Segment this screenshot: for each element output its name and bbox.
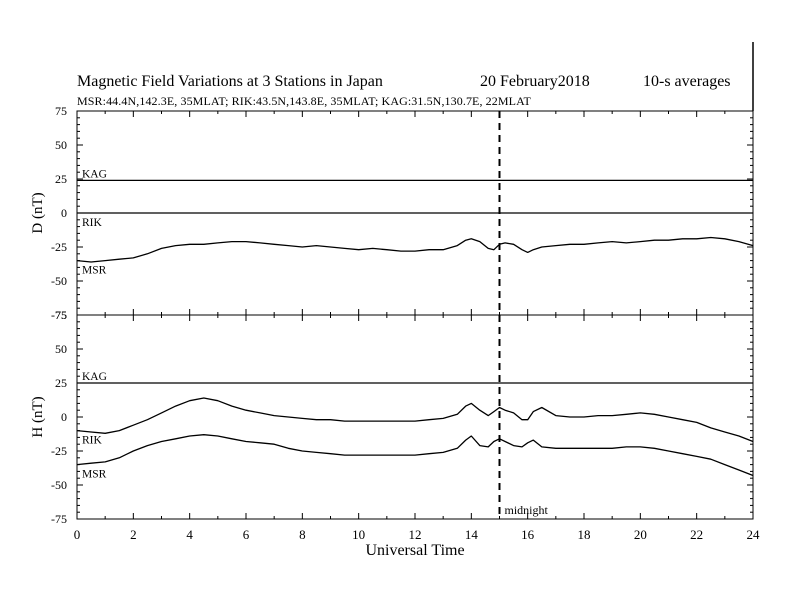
x-tick-label: 18: [578, 527, 591, 542]
y-tick-label: 0: [61, 410, 67, 424]
x-tick-label: 6: [243, 527, 250, 542]
y-tick-label: 50: [55, 138, 67, 152]
x-tick-label: 22: [690, 527, 703, 542]
x-tick-label: 0: [74, 527, 81, 542]
averaging-label: 10-s averages: [643, 73, 731, 90]
series-label-msr: MSR: [82, 469, 107, 481]
y-tick-label: -75: [51, 308, 67, 322]
y-tick-label: -50: [51, 478, 67, 492]
x-axis-label: Universal Time: [365, 542, 464, 559]
x-tick-label: 14: [465, 527, 479, 542]
y-tick-label: -50: [51, 274, 67, 288]
series-label-msr: MSR: [82, 265, 107, 277]
series-label-rik: RIK: [82, 217, 103, 229]
series-line-msr: [76, 434, 754, 477]
y-tick-label: 75: [55, 308, 67, 322]
y-axis-label: H (nT): [30, 396, 46, 437]
series-label-rik: RIK: [82, 435, 103, 447]
x-tick-label: 4: [186, 527, 193, 542]
y-tick-label: 0: [61, 206, 67, 220]
y-axis-label: D (nT): [30, 192, 46, 233]
y-tick-label: 50: [55, 342, 67, 356]
y-tick-label: -25: [51, 444, 67, 458]
chart-title: Magnetic Field Variations at 3 Stations …: [77, 73, 383, 90]
y-tick-label: 75: [55, 104, 67, 118]
x-tick-label: 20: [634, 527, 647, 542]
series-label-kag: KAG: [82, 371, 107, 383]
chart-date: 20 February2018: [480, 73, 590, 90]
x-tick-label: 16: [521, 527, 535, 542]
series-line-rik: [76, 397, 754, 443]
x-tick-label: 10: [352, 527, 365, 542]
x-tick-label: 24: [747, 527, 761, 542]
y-tick-label: -25: [51, 240, 67, 254]
series-line-msr: [76, 236, 754, 263]
y-tick-label: 25: [55, 376, 67, 390]
y-tick-label: 25: [55, 172, 67, 186]
series-label-kag: KAG: [82, 168, 107, 180]
x-tick-label: 2: [130, 527, 137, 542]
panel-frame: [76, 314, 754, 520]
x-tick-label: 12: [409, 527, 422, 542]
y-tick-label: -75: [51, 512, 67, 526]
midnight-label: midnight: [505, 503, 549, 517]
stations-subtitle: MSR:44.4N,142.3E, 35MLAT; RIK:43.5N,143.…: [77, 94, 531, 108]
x-tick-label: 8: [299, 527, 306, 542]
